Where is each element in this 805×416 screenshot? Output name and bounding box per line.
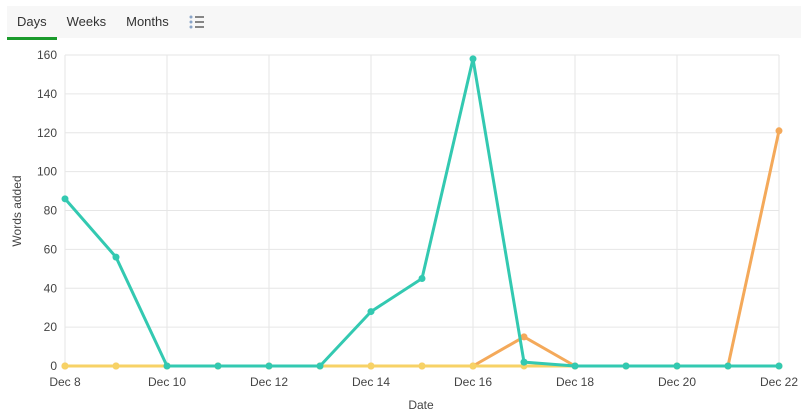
x-tick-label: Dec 22 — [760, 375, 798, 389]
data-point[interactable] — [61, 362, 69, 370]
tab-days[interactable]: Days — [7, 6, 57, 40]
x-tick-label: Dec 12 — [250, 375, 288, 389]
y-tick-label: 160 — [37, 48, 57, 62]
y-tick-label: 80 — [44, 204, 58, 218]
y-axis-ticks: 0 20 40 60 80 100 120 140 160 — [37, 48, 57, 373]
y-tick-label: 60 — [44, 242, 58, 256]
y-tick-label: 100 — [37, 165, 57, 179]
x-tick-label: Dec 20 — [658, 375, 696, 389]
data-point[interactable] — [367, 308, 375, 316]
x-tick-label: Dec 14 — [352, 375, 390, 389]
view-tabs: Days Weeks Months — [7, 6, 801, 40]
data-point[interactable] — [469, 55, 477, 63]
x-tick-label: Dec 18 — [556, 375, 594, 389]
data-point[interactable] — [775, 127, 783, 135]
data-point[interactable] — [469, 362, 477, 370]
data-point[interactable] — [724, 362, 732, 370]
y-tick-label: 0 — [50, 359, 57, 373]
data-point[interactable] — [316, 362, 324, 370]
data-point[interactable] — [112, 253, 120, 261]
chart-grid — [64, 54, 780, 367]
series-2 — [61, 55, 783, 370]
data-point[interactable] — [571, 362, 579, 370]
x-tick-label: Dec 8 — [49, 375, 81, 389]
data-point[interactable] — [673, 362, 681, 370]
list-icon — [189, 15, 204, 29]
data-point[interactable] — [61, 195, 69, 203]
y-axis-title: Words added — [10, 175, 24, 246]
data-point[interactable] — [775, 362, 783, 370]
tab-months[interactable]: Months — [126, 14, 169, 29]
data-point[interactable] — [418, 362, 426, 370]
y-tick-label: 20 — [44, 320, 58, 334]
data-point[interactable] — [418, 275, 426, 283]
data-point[interactable] — [214, 362, 222, 370]
data-point[interactable] — [265, 362, 273, 370]
data-point[interactable] — [520, 358, 528, 366]
y-tick-label: 140 — [37, 87, 57, 101]
tab-weeks[interactable]: Weeks — [66, 14, 107, 29]
x-tick-label: Dec 10 — [148, 375, 186, 389]
y-tick-label: 120 — [37, 126, 57, 140]
data-point[interactable] — [163, 362, 171, 370]
data-point[interactable] — [520, 333, 528, 341]
x-axis-ticks: Dec 8 Dec 10 Dec 12 Dec 14 Dec 16 Dec 18 Dec 2… — [49, 375, 798, 389]
series-0 — [61, 127, 783, 370]
x-axis-title: Date — [408, 398, 434, 412]
data-point[interactable] — [112, 362, 120, 370]
x-tick-label: Dec 16 — [454, 375, 492, 389]
chart-series — [61, 55, 783, 370]
list-view-button[interactable] — [179, 6, 215, 38]
data-point[interactable] — [367, 362, 375, 370]
data-point[interactable] — [622, 362, 630, 370]
series-line — [65, 130, 781, 368]
series-line — [63, 57, 779, 368]
y-tick-label: 40 — [44, 281, 58, 295]
